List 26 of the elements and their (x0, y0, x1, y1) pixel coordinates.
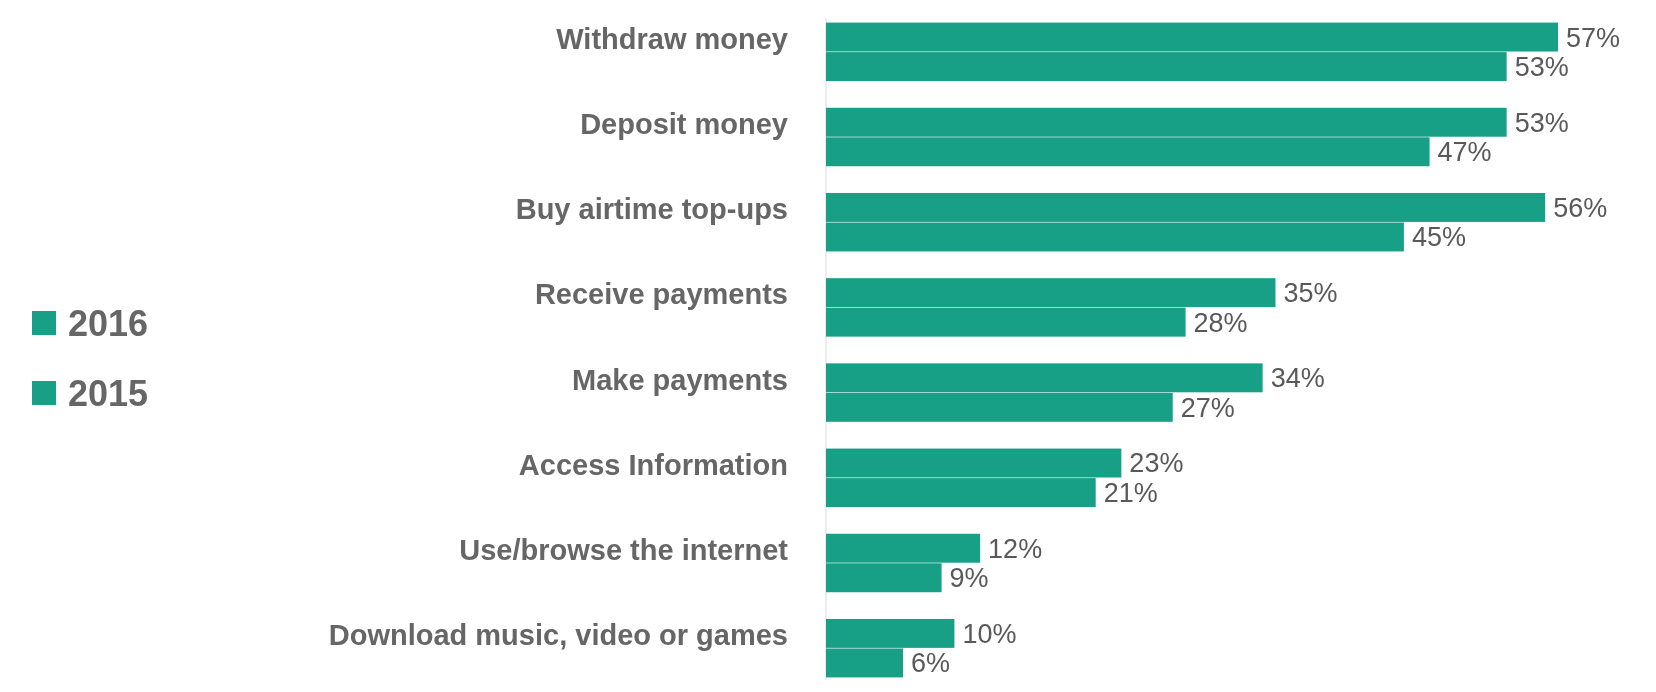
data-label: 45% (1411, 222, 1466, 253)
y-tick-label: Withdraw money (556, 22, 788, 55)
data-label: 9% (949, 563, 989, 594)
legend-label: 2015 (68, 372, 149, 414)
data-label: 6% (911, 648, 951, 679)
data-label: 21% (1103, 478, 1158, 508)
data-label: 53% (1514, 52, 1569, 83)
y-tick-label: Buy airtime top-ups (515, 193, 788, 226)
data-label: 23% (1129, 448, 1184, 479)
data-label: 47% (1437, 137, 1492, 168)
data-label: 34% (1270, 363, 1325, 394)
legend-label: 2016 (68, 302, 149, 344)
data-label: 28% (1193, 307, 1248, 338)
data-label: 35% (1283, 278, 1338, 309)
y-tick-label: Make payments (572, 363, 788, 396)
y-tick-label: Deposit money (580, 108, 788, 141)
y-tick-label: Access Information (518, 448, 788, 481)
data-label: 56% (1553, 192, 1608, 223)
data-label: 53% (1514, 107, 1569, 138)
y-tick-label: Receive payments (534, 278, 788, 311)
y-tick-label: Download music, video or games (328, 619, 788, 652)
data-label: 12% (988, 533, 1043, 564)
data-label: 27% (1180, 392, 1235, 423)
data-label: 57% (1566, 22, 1621, 53)
data-label: 10% (962, 618, 1017, 649)
y-tick-label: Use/browse the internet (459, 534, 789, 567)
